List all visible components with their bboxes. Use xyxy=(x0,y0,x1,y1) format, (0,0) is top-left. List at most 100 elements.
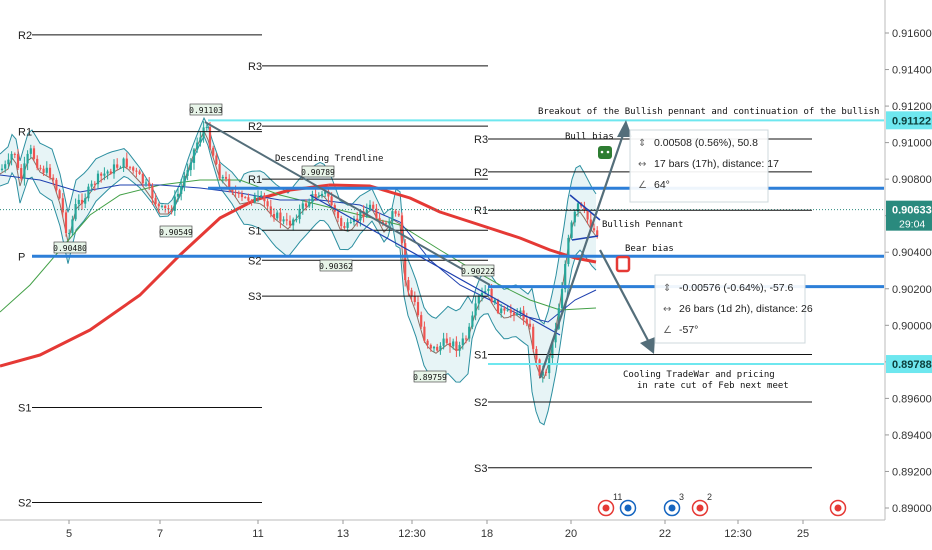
measure-line: 17 bars (17h), distance: 17 xyxy=(654,158,779,170)
candle-body xyxy=(90,183,93,187)
candle-body xyxy=(103,173,106,176)
price-callouts: 0.91103 0.90789 0.90480 0.90549 0.90362 0.902… xyxy=(53,103,495,383)
pivot-label: S1 xyxy=(18,403,31,415)
candle-body xyxy=(106,171,109,174)
current-price-value: 0.90633 xyxy=(892,205,932,217)
candle-body xyxy=(557,308,560,329)
candle-body xyxy=(68,233,71,235)
candle-body xyxy=(279,212,282,222)
candle-body xyxy=(496,299,500,313)
callout-box xyxy=(189,103,223,116)
pivot-label: S1 xyxy=(248,225,261,237)
candle-body xyxy=(224,176,228,179)
candle-body xyxy=(196,142,199,150)
y-tick-label: 0.91000 xyxy=(892,138,932,150)
candle-body xyxy=(189,162,192,171)
candle-body xyxy=(272,214,276,219)
candle-body xyxy=(308,201,311,207)
candle-body xyxy=(20,168,23,179)
candle-body xyxy=(359,211,362,221)
candle-body xyxy=(80,199,84,204)
candle-body xyxy=(215,155,218,165)
pivot-label: P xyxy=(18,251,25,263)
candle-body xyxy=(423,326,426,341)
callout-value: 0.90362 xyxy=(319,262,353,271)
descending-trendline xyxy=(204,121,491,286)
candle-body xyxy=(528,323,532,327)
event-count: 3 xyxy=(679,492,684,502)
pivot-label: S3 xyxy=(248,291,261,303)
candle-body xyxy=(570,222,573,238)
y-tick-label: 0.89000 xyxy=(892,503,932,515)
candle-body xyxy=(93,183,96,185)
candle-body xyxy=(512,312,516,315)
candle-body xyxy=(583,206,586,211)
annotation-descending-trendline: Descending Trendline xyxy=(275,154,383,164)
annotation-bullish-pennant: Bullish Pennant xyxy=(602,220,683,230)
callout-box xyxy=(461,264,495,277)
callout-value: 0.90789 xyxy=(301,168,335,177)
current-price-countdown: 29:04 xyxy=(899,219,925,231)
candle-body xyxy=(426,340,429,345)
y-tick-label: 0.90800 xyxy=(892,174,932,186)
candle-body xyxy=(503,308,506,311)
callout-box xyxy=(159,225,193,238)
candle-body xyxy=(576,203,580,212)
measure-icon: ⇕ xyxy=(663,283,671,294)
candle-body xyxy=(7,159,10,165)
candle-body xyxy=(458,345,461,351)
annotation-bull-bias: Bull bias xyxy=(565,132,614,142)
pivot-label: S2 xyxy=(474,397,487,409)
callout-box xyxy=(53,241,87,254)
x-tick-label: 7 xyxy=(157,528,163,540)
candle-body xyxy=(77,199,80,205)
pivot-label: R3 xyxy=(474,134,488,146)
candle-body xyxy=(538,359,541,376)
candle-body xyxy=(404,243,407,281)
candle-body xyxy=(487,288,490,291)
candle-body xyxy=(416,302,420,316)
candle-body xyxy=(471,315,474,327)
candle-body xyxy=(490,288,493,303)
annotations: Descending Trendline Breakout of the Bull… xyxy=(275,107,917,391)
candle-body xyxy=(228,178,231,190)
candle-body xyxy=(71,219,74,234)
candle-body xyxy=(452,341,455,347)
event-markers[interactable]: 11 3 2 xyxy=(597,492,847,517)
pivot-label: S3 xyxy=(474,463,487,475)
pivot-label: R2 xyxy=(248,121,262,133)
callout-value: 0.89759 xyxy=(413,373,447,382)
y-tick-label: 0.89600 xyxy=(892,393,932,405)
y-tick-label: 0.91400 xyxy=(892,65,932,77)
candle-body xyxy=(84,198,87,204)
candle-body xyxy=(541,371,544,376)
candle-body xyxy=(439,345,442,351)
candle-body xyxy=(247,197,250,201)
measure-box xyxy=(629,129,769,203)
candle-body xyxy=(132,167,135,171)
candle-body xyxy=(36,158,39,168)
candle-body xyxy=(276,212,279,219)
candle-body xyxy=(336,211,340,219)
candle-body xyxy=(61,198,64,213)
bear-arrowhead xyxy=(640,337,655,354)
x-tick-label: 13 xyxy=(337,528,349,540)
candle-body xyxy=(436,346,439,351)
bull-icon-eye xyxy=(600,150,604,154)
pivot-label: R1 xyxy=(474,205,488,217)
candle-body xyxy=(186,170,189,176)
measure-line: -57° xyxy=(679,324,698,336)
current-price-label xyxy=(886,200,932,231)
candle-body xyxy=(391,211,394,222)
annotation-cooling-line2: in rate cut of Feb next meet xyxy=(637,381,789,391)
x-tick-label: 18 xyxy=(481,528,493,540)
pivot-label: S2 xyxy=(248,255,261,267)
event-flag-icon xyxy=(696,504,704,512)
candle-body xyxy=(244,197,247,199)
pivot-label: R1 xyxy=(248,174,262,186)
candle-body xyxy=(160,205,164,207)
candle-body xyxy=(314,194,317,198)
event-flag-icon xyxy=(624,504,632,512)
candle-body xyxy=(288,220,292,226)
